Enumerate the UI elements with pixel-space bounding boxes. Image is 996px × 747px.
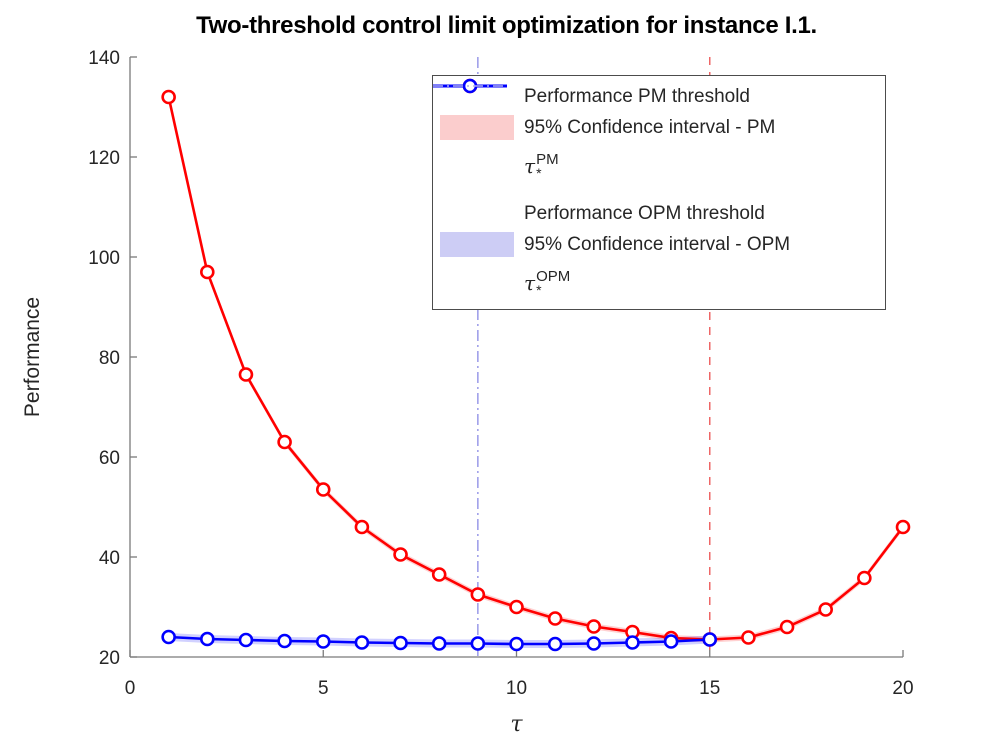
- legend-line-swatch: [433, 85, 515, 179]
- ci-patch-icon: [440, 115, 514, 140]
- y-tick-label: 40: [99, 548, 120, 569]
- pm-data-marker: [277, 434, 292, 450]
- tau-script-stack: OPM *: [536, 267, 571, 298]
- y-tick-label: 120: [88, 148, 120, 169]
- pm-data-marker: [818, 602, 834, 617]
- y-tick-label: 60: [99, 448, 120, 469]
- x-tick-label: 20: [892, 678, 913, 699]
- tau-subscript: *: [536, 281, 542, 298]
- y-tick-label: 80: [99, 348, 120, 369]
- legend-entry-5: 95% Confidence interval - OPM: [439, 229, 885, 260]
- opm-data-marker: [509, 636, 524, 652]
- legend-ci-patch-swatch: [439, 115, 515, 141]
- opm-data-marker: [470, 636, 486, 651]
- pm-data-marker: [393, 547, 408, 562]
- pm-data-marker: [431, 567, 447, 582]
- pm-data-marker: [238, 367, 254, 382]
- opm-data-marker: [200, 631, 215, 647]
- legend-label: 95% Confidence interval - OPM: [524, 233, 791, 255]
- tau-symbol: τ: [524, 270, 536, 295]
- pm-data-marker: [857, 570, 872, 586]
- x-tick-label: 15: [699, 678, 720, 699]
- opm-data-marker: [354, 635, 370, 650]
- legend-entry-2: τ PM *: [433, 85, 885, 188]
- tau-symbol: τ: [524, 153, 536, 178]
- pm-data-marker: [741, 630, 756, 645]
- opm-data-marker: [315, 634, 331, 649]
- x-tick-label: 10: [506, 678, 527, 699]
- legend-label: Performance PM threshold: [524, 85, 750, 107]
- pm-data-marker: [315, 482, 331, 497]
- legend-line-swatch: [433, 78, 515, 227]
- legend-label-tau-opm: τ OPM *: [524, 267, 571, 298]
- opm-data-marker: [393, 635, 408, 651]
- pm-data-marker: [509, 599, 524, 615]
- pm-data-marker: [895, 519, 911, 535]
- opm-data-marker: [586, 636, 602, 651]
- tau-superscript: PM: [536, 150, 559, 168]
- y-tick-label: 100: [88, 248, 120, 269]
- opm-data-marker: [547, 636, 563, 652]
- opm-data-marker: [702, 632, 718, 647]
- legend: Performance PM threshold 95% Confidence i…: [432, 75, 886, 310]
- opm-data-marker: [238, 632, 254, 648]
- x-tick-label: 5: [318, 678, 329, 699]
- opm-data-marker: [277, 633, 292, 649]
- legend-label: Performance OPM threshold: [524, 202, 765, 224]
- y-tick-label: 20: [99, 648, 120, 669]
- opm-data-marker: [431, 636, 447, 651]
- legend-entry-1: 95% Confidence interval - PM: [439, 112, 885, 143]
- legend-ci-patch-swatch: [439, 232, 515, 258]
- tau-subscript: *: [536, 164, 542, 181]
- legend-entry-4: Performance OPM threshold: [433, 78, 885, 229]
- x-tick-label: 0: [125, 678, 136, 699]
- pm-data-marker: [470, 587, 486, 602]
- legend-line-swatch: [433, 85, 515, 296]
- opm-data-marker: [663, 634, 679, 649]
- pm-data-marker: [547, 611, 563, 626]
- pm-data-marker: [161, 89, 176, 105]
- opm-data-marker: [161, 629, 176, 645]
- pm-data-marker: [354, 519, 370, 535]
- ci-patch-icon: [440, 232, 514, 257]
- legend-group-spacer: [439, 188, 885, 198]
- pm-data-marker: [586, 619, 602, 634]
- tau-script-stack: PM *: [536, 150, 559, 181]
- chart-title: Two-threshold control limit optimization…: [196, 12, 817, 39]
- pm-data-marker: [779, 619, 795, 635]
- pm-data-marker: [200, 264, 215, 280]
- y-tick-label: 140: [88, 48, 120, 69]
- legend-label: 95% Confidence interval - PM: [524, 116, 776, 138]
- opm-data-marker: [625, 635, 640, 650]
- x-axis-label: τ: [510, 712, 523, 737]
- legend-label-tau-pm: τ PM *: [524, 150, 559, 181]
- legend-entry-6: τ OPM *: [433, 85, 885, 305]
- tau-superscript: OPM: [536, 267, 571, 285]
- threshold-line-icon: [433, 85, 507, 87]
